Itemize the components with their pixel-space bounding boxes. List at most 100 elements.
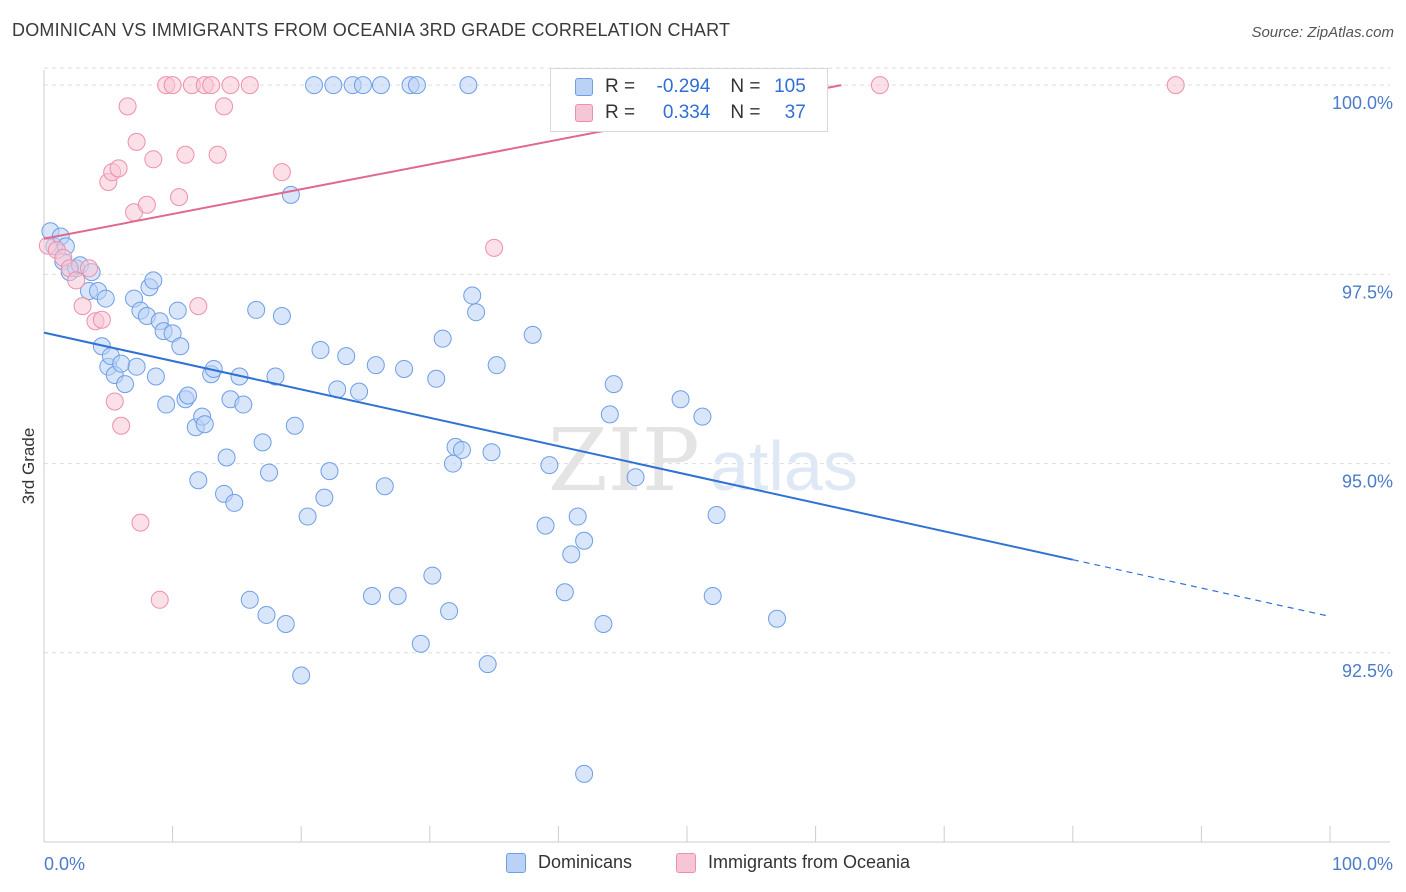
point-dominicans bbox=[225, 493, 244, 512]
y-tick-label: 92.5% bbox=[1342, 661, 1393, 681]
point-dominicans bbox=[146, 367, 165, 386]
bottom-legend-label-oceania: Immigrants from Oceania bbox=[708, 852, 911, 872]
legend-r-value-dominicans: -0.294 bbox=[656, 76, 711, 97]
bottom-swatch-dominicans bbox=[506, 852, 526, 873]
point-dominicans bbox=[247, 300, 266, 319]
point-oceania bbox=[109, 159, 128, 178]
point-oceania bbox=[170, 188, 189, 207]
point-dominicans bbox=[540, 456, 559, 475]
correlation-legend: R = -0.294 N = 105 R = 0.334 N = 37 bbox=[550, 68, 828, 132]
point-dominicans bbox=[144, 271, 163, 290]
chart-title: DOMINICAN VS IMMIGRANTS FROM OCEANIA 3RD… bbox=[12, 20, 731, 40]
point-oceania bbox=[137, 195, 156, 214]
point-oceania bbox=[144, 150, 163, 169]
point-dominicans bbox=[452, 440, 471, 459]
point-oceania bbox=[870, 76, 889, 95]
point-oceania bbox=[176, 145, 195, 164]
point-dominicans bbox=[604, 375, 623, 394]
legend-n-label: N = bbox=[730, 76, 761, 97]
point-oceania bbox=[131, 513, 150, 532]
point-oceania bbox=[150, 590, 169, 609]
y-tick-label: 100.0% bbox=[1332, 93, 1393, 113]
legend-swatch-oceania bbox=[575, 104, 593, 122]
point-dominicans bbox=[388, 587, 407, 606]
point-oceania bbox=[92, 310, 111, 329]
point-dominicans bbox=[536, 516, 555, 535]
point-dominicans bbox=[157, 395, 176, 414]
point-dominicans bbox=[285, 416, 304, 435]
point-dominicans bbox=[467, 303, 486, 322]
point-dominicans bbox=[337, 347, 356, 366]
point-dominicans bbox=[407, 76, 426, 95]
point-dominicans bbox=[362, 587, 381, 606]
point-dominicans bbox=[324, 76, 343, 95]
point-dominicans bbox=[600, 405, 619, 424]
point-dominicans bbox=[240, 590, 259, 609]
point-dominicans bbox=[171, 337, 190, 356]
point-dominicans bbox=[433, 329, 452, 348]
trend-line-dominicans bbox=[43, 331, 1074, 561]
point-oceania bbox=[118, 97, 137, 116]
point-dominicans bbox=[266, 367, 285, 386]
point-oceania bbox=[215, 97, 234, 116]
point-oceania bbox=[189, 297, 208, 316]
trend-lines bbox=[43, 84, 1331, 618]
point-dominicans bbox=[292, 666, 311, 685]
legend-row-oceania: R = 0.334 N = 37 bbox=[575, 100, 806, 126]
point-dominicans bbox=[423, 566, 442, 585]
bottom-legend-dominicans: Dominicans bbox=[506, 852, 632, 873]
axes bbox=[43, 70, 1390, 843]
point-dominicans bbox=[272, 306, 291, 325]
point-dominicans bbox=[427, 369, 446, 388]
legend-row-dominicans: R = -0.294 N = 105 bbox=[575, 74, 806, 100]
legend-n-value-dominicans: 105 bbox=[774, 76, 806, 97]
point-dominicans bbox=[703, 587, 722, 606]
point-oceania bbox=[202, 76, 221, 95]
point-dominicans bbox=[768, 609, 787, 628]
legend-swatch-dominicans bbox=[575, 78, 593, 96]
legend-r-value-oceania: 0.334 bbox=[662, 102, 711, 123]
point-dominicans bbox=[315, 488, 334, 507]
trend-line-dominicans-extension bbox=[1072, 559, 1331, 618]
point-dominicans bbox=[217, 448, 236, 467]
point-oceania bbox=[485, 238, 504, 257]
point-dominicans bbox=[305, 76, 324, 95]
point-dominicans bbox=[366, 356, 385, 375]
point-dominicans bbox=[562, 545, 581, 564]
point-oceania bbox=[208, 145, 227, 164]
legend-n-value-oceania: 37 bbox=[784, 102, 806, 123]
point-dominicans bbox=[371, 76, 390, 95]
point-dominicans bbox=[693, 407, 712, 426]
bottom-legend-label-dominicans: Dominicans bbox=[538, 852, 633, 872]
point-dominicans bbox=[395, 359, 414, 378]
point-dominicans bbox=[482, 443, 501, 462]
point-dominicans bbox=[626, 468, 645, 487]
point-oceania bbox=[240, 76, 259, 95]
point-dominicans bbox=[478, 655, 497, 674]
point-dominicans bbox=[350, 382, 369, 401]
point-dominicans bbox=[320, 462, 339, 481]
legend-n-label: N = bbox=[730, 102, 761, 123]
watermark-atlas: atlas bbox=[710, 427, 858, 505]
point-dominicans bbox=[575, 764, 594, 783]
point-dominicans bbox=[411, 634, 430, 653]
point-dominicans bbox=[440, 602, 459, 621]
point-dominicans bbox=[168, 301, 187, 320]
point-dominicans bbox=[568, 507, 587, 526]
point-dominicans bbox=[260, 463, 279, 482]
gridlines bbox=[44, 67, 1390, 654]
point-dominicans bbox=[707, 506, 726, 525]
point-dominicans bbox=[257, 605, 276, 624]
tick-labels: 100.0% 97.5% 95.0% 92.5% 0.0% 100.0% bbox=[44, 93, 1393, 874]
point-dominicans bbox=[276, 615, 295, 634]
point-dominicans bbox=[127, 357, 146, 376]
y-tick-label: 97.5% bbox=[1342, 282, 1393, 302]
point-dominicans bbox=[281, 185, 300, 204]
point-oceania bbox=[80, 259, 99, 278]
point-dominicans bbox=[459, 76, 478, 95]
point-dominicans bbox=[234, 395, 253, 414]
point-dominicans bbox=[311, 341, 330, 360]
y-tick-label: 95.0% bbox=[1342, 472, 1393, 492]
point-oceania bbox=[73, 297, 92, 316]
